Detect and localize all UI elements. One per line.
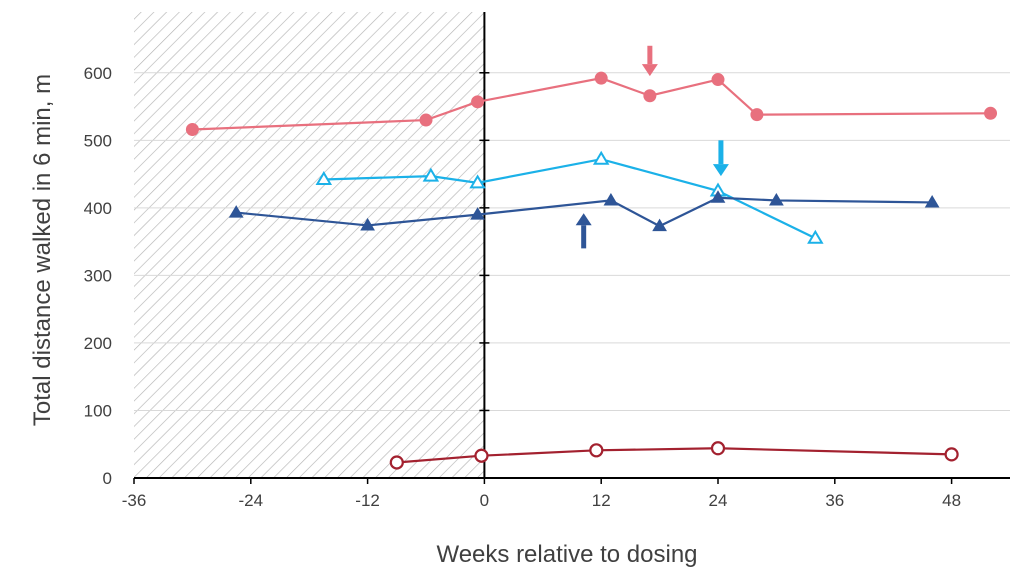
arrow-head [712, 164, 729, 177]
data-point [711, 73, 725, 87]
y-tick-label: 400 [84, 199, 112, 218]
data-point [592, 150, 610, 165]
y-tick-label: 300 [84, 266, 112, 285]
y-axis-title: Total distance walked in 6 min, m [29, 74, 56, 426]
data-point [652, 218, 667, 232]
y-tick-label: 500 [84, 131, 112, 150]
data-point [469, 174, 486, 189]
data-point [807, 229, 824, 244]
data-point [643, 89, 657, 103]
data-point [419, 113, 433, 127]
data-point [474, 448, 489, 463]
data-point [710, 441, 726, 456]
data-point [470, 207, 485, 220]
data-point [185, 123, 199, 137]
x-tick-label: -24 [239, 491, 264, 510]
data-point [924, 194, 940, 208]
gridlines [134, 72, 1010, 411]
series-1 [185, 71, 998, 137]
down-arrow [712, 140, 729, 177]
data-point [589, 443, 604, 458]
x-tick-label: 24 [709, 491, 728, 510]
data-point [769, 192, 784, 206]
arrow-head [641, 64, 658, 77]
down-arrow [641, 45, 658, 77]
axes [133, 12, 1010, 484]
series-line [236, 196, 933, 228]
series-3 [228, 190, 940, 232]
data-series [185, 71, 998, 470]
series-4 [389, 441, 959, 470]
data-point [984, 106, 998, 120]
data-point [422, 167, 440, 182]
data-point [944, 447, 959, 462]
x-axis-title: Weeks relative to dosing [436, 541, 697, 568]
dosing-arrows [575, 45, 729, 249]
x-tick-label: 12 [592, 491, 611, 510]
pre-dosing-hatched-region [134, 12, 485, 478]
y-axis-tick-labels: 0 100 200 300 400 500 600 [84, 64, 112, 488]
y-tick-label: 0 [103, 469, 112, 488]
arrow-head [575, 213, 592, 226]
data-point [710, 190, 726, 203]
x-tick-label: 0 [480, 491, 489, 510]
data-point [315, 171, 333, 186]
x-tick-label: 36 [825, 491, 844, 510]
y-tick-label: 100 [84, 401, 112, 420]
data-point [603, 192, 619, 206]
up-arrow [575, 213, 592, 249]
series-line [192, 77, 991, 131]
x-axis-tick-labels: -36 -24 -12 0 12 24 36 48 [122, 491, 961, 510]
data-point [389, 455, 404, 470]
x-tick-label: -12 [355, 491, 380, 510]
x-tick-label: 48 [942, 491, 961, 510]
data-point [594, 71, 608, 85]
y-tick-label: 600 [84, 64, 112, 83]
x-tick-label: -36 [122, 491, 147, 510]
y-tick-label: 200 [84, 334, 112, 353]
data-point [360, 217, 375, 231]
data-point [228, 205, 244, 218]
data-point [750, 108, 764, 122]
data-point [471, 95, 485, 109]
